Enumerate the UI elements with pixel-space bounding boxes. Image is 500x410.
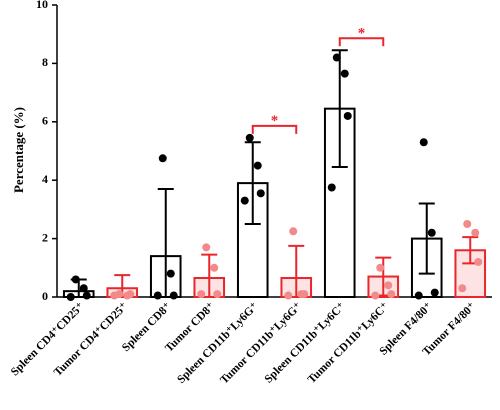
data-point — [289, 227, 298, 236]
y-axis-label: Percentage (%) — [11, 107, 26, 193]
x-tick-label: Tumor CD11b⁺Ly6G⁺ — [218, 301, 304, 387]
data-point — [419, 138, 428, 147]
data-point — [463, 220, 472, 228]
y-tick-label: 10 — [36, 0, 48, 11]
x-tick-label: Spleen CD4⁺CD25⁺ — [9, 301, 87, 379]
data-point — [210, 263, 219, 272]
significance-bracket — [251, 124, 298, 134]
data-point — [158, 154, 167, 163]
data-point — [332, 53, 341, 62]
data-point — [169, 291, 178, 300]
significance-label: * — [358, 25, 366, 41]
significance-bracket — [338, 37, 385, 47]
data-point — [153, 291, 162, 300]
data-point — [414, 291, 423, 300]
data-point — [126, 290, 135, 299]
data-point — [213, 290, 222, 299]
x-tick-label: Spleen CD11b⁺Ly6G⁺ — [175, 301, 261, 387]
x-tick-label: Spleen CD11b⁺Ly6C⁺ — [263, 301, 348, 386]
data-point — [300, 290, 309, 299]
data-point — [474, 257, 483, 266]
data-point — [240, 196, 249, 205]
data-point — [371, 291, 380, 300]
y-tick-label: 6 — [42, 114, 48, 128]
data-point — [458, 284, 467, 293]
data-point — [284, 291, 293, 300]
x-tick-label: Tumor CD4⁺CD25⁺ — [52, 301, 130, 379]
data-point — [427, 228, 436, 237]
data-point — [430, 288, 439, 297]
x-tick-label: Tumor CD11b⁺Ly6C⁺ — [306, 301, 392, 387]
data-point — [79, 284, 88, 293]
data-point — [256, 189, 265, 198]
data-point — [110, 291, 119, 300]
data-point — [202, 243, 211, 252]
data-point — [343, 111, 352, 120]
data-point — [253, 161, 262, 170]
data-point — [197, 290, 206, 299]
data-point — [471, 228, 480, 237]
data-point — [245, 133, 254, 142]
significance-label: * — [271, 113, 279, 129]
y-tick-label: 2 — [42, 230, 48, 244]
data-point — [340, 69, 349, 78]
data-point — [384, 281, 393, 290]
y-tick-label: 4 — [42, 172, 48, 186]
y-tick-label: 0 — [42, 289, 48, 303]
data-point — [166, 269, 175, 278]
data-point — [327, 183, 336, 192]
data-point — [82, 291, 91, 300]
y-tick-label: 8 — [42, 55, 48, 69]
data-point — [376, 263, 385, 272]
data-point — [71, 275, 80, 284]
data-point — [387, 290, 396, 299]
data-point — [66, 293, 75, 301]
